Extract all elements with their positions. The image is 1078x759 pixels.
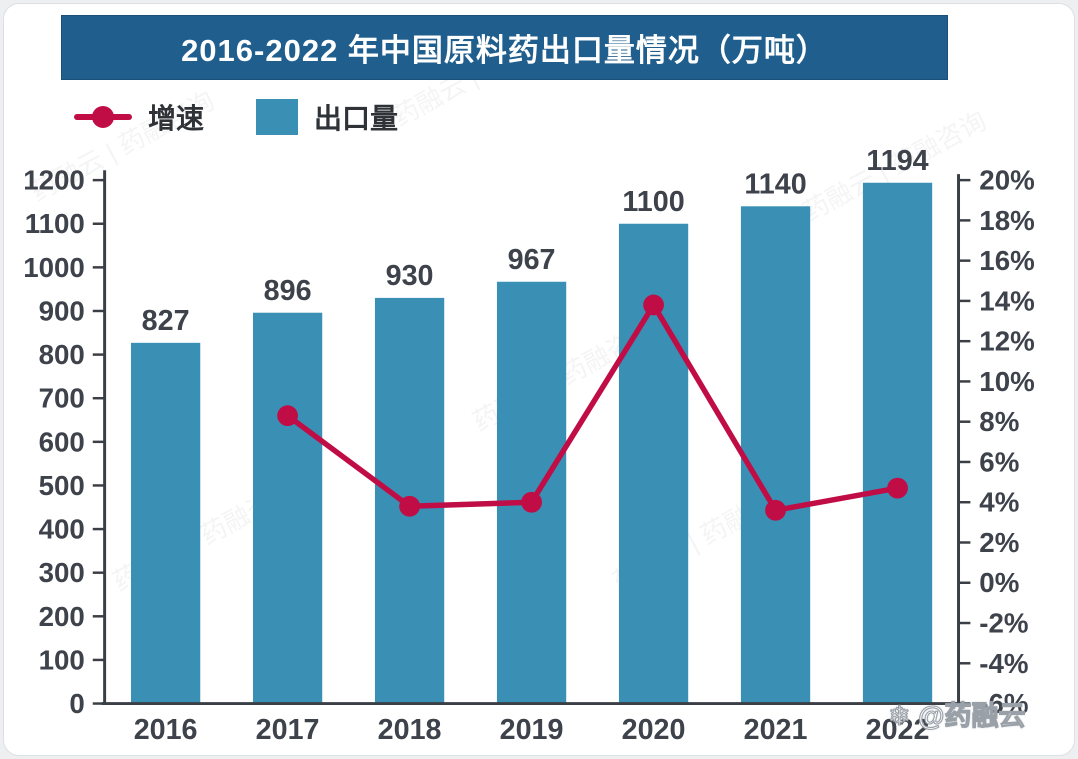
x-axis-label-2021: 2021 — [744, 714, 808, 746]
left-axis-tick-label: 800 — [39, 339, 85, 370]
chart-svg: 0 100 200 300 400 500 600 700 800 900 1000 1100 1200… — [23, 145, 1035, 746]
left-axis-tick-label: 100 — [39, 644, 85, 675]
legend-label-exports: 出口量 — [314, 103, 399, 134]
left-axis-tick-label: 200 — [39, 601, 85, 632]
right-axis-tick-label: 16% — [979, 245, 1034, 276]
bar-value-label-2018: 930 — [386, 260, 434, 292]
right-axis-tick-label: 10% — [979, 366, 1034, 397]
legend-item-exports: 出口量 — [256, 97, 398, 137]
right-axis-tick-label: 12% — [979, 326, 1034, 357]
left-axis-tick-label: 900 — [39, 295, 85, 326]
line-dot-marker-icon — [74, 106, 132, 128]
chart-card: 2016-2022 年中国原料药出口量情况（万吨） 增速 出口量 药融云 | 药… — [3, 3, 1075, 756]
legend-label-growth: 增速 — [148, 103, 205, 134]
bar-value-label-2016: 827 — [142, 305, 190, 337]
right-axis-tick-label: -4% — [979, 648, 1028, 679]
chart-title: 2016-2022 年中国原料药出口量情况（万吨） — [181, 33, 828, 68]
x-axis-label-2020: 2020 — [622, 714, 686, 746]
x-axis-label-2016: 2016 — [134, 714, 198, 746]
left-axis-tick-label: 600 — [39, 426, 85, 457]
growth-point-2018 — [399, 495, 420, 517]
x-axis-label-2018: 2018 — [378, 714, 442, 746]
left-axis-tick-label: 1200 — [23, 165, 85, 196]
chart-title-banner: 2016-2022 年中国原料药出口量情况（万吨） — [61, 15, 948, 80]
left-axis-tick-label: 500 — [39, 470, 85, 501]
line-dot-marker-dot — [92, 106, 114, 128]
left-axis-tick-label: 1000 — [23, 252, 85, 283]
right-axis-tick-label: 0% — [979, 567, 1019, 598]
bar-value-label-2020: 1100 — [622, 186, 684, 218]
legend: 增速 出口量 — [74, 94, 398, 140]
growth-point-2019 — [521, 491, 542, 513]
bar-value-label-2019: 967 — [508, 244, 556, 276]
bar-value-label-2021: 1140 — [744, 169, 806, 201]
bar-2017 — [252, 312, 323, 704]
left-axis-tick-label: 400 — [39, 514, 85, 545]
right-axis-tick-label: 14% — [979, 285, 1034, 316]
right-axis-tick-label: 6% — [979, 446, 1019, 477]
growth-line — [284, 302, 901, 514]
bar-swatch-icon — [256, 99, 299, 135]
right-axis-tick-label: 20% — [979, 165, 1034, 196]
legend-item-growth: 增速 — [74, 97, 204, 137]
bar-2016 — [130, 342, 201, 704]
left-axis-tick-label: 700 — [39, 383, 85, 414]
growth-point-2020 — [643, 294, 664, 316]
bar-2022 — [862, 182, 933, 704]
left-axis-tick-label: 300 — [39, 557, 85, 588]
left-axis-tick-label: 0 — [69, 688, 84, 719]
bar-value-label-2022: 1194 — [866, 145, 928, 177]
right-axis-tick-label: 18% — [979, 205, 1034, 236]
x-axis-label-2022: 2022 — [866, 714, 930, 746]
right-axis-tick-label: 4% — [979, 487, 1019, 518]
right-axis-tick-label: 2% — [979, 527, 1019, 558]
right-axis-tick-label: -6% — [979, 688, 1028, 719]
bar-value-label-2017: 896 — [264, 275, 312, 307]
x-axis-label-2019: 2019 — [500, 714, 564, 746]
growth-point-2017 — [277, 405, 298, 427]
growth-point-2022 — [887, 477, 908, 499]
growth-point-2021 — [765, 499, 786, 521]
x-axis-label-2017: 2017 — [256, 714, 320, 746]
right-axis-tick-label: -2% — [979, 608, 1028, 639]
right-axis-tick-label: 8% — [979, 406, 1019, 437]
bar-2021 — [740, 206, 811, 704]
left-axis-tick-label: 1100 — [25, 208, 85, 239]
